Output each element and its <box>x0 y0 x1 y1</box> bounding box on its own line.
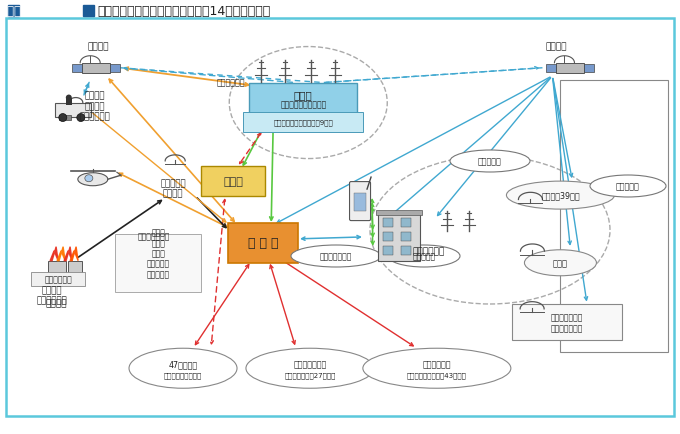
FancyBboxPatch shape <box>250 83 357 121</box>
FancyBboxPatch shape <box>243 112 363 132</box>
Text: （災害対策本部等）: （災害対策本部等） <box>164 371 202 378</box>
Text: 東京災害医療センター等9機関: 東京災害医療センター等9機関 <box>273 119 333 125</box>
Bar <box>547 65 556 72</box>
Text: （内閣府を含め27機関）: （内閣府を含め27機関） <box>284 371 336 378</box>
Polygon shape <box>70 247 78 261</box>
Text: 内 閣 府: 内 閣 府 <box>248 237 278 250</box>
Ellipse shape <box>363 349 511 388</box>
Text: 消防庁
警察庁
防衛庁
海上保安庁
国土交通省: 消防庁 警察庁 防衛庁 海上保安庁 国土交通省 <box>147 228 170 279</box>
Bar <box>72 65 82 72</box>
Bar <box>585 65 594 72</box>
Text: 緊急連絡用回線: 緊急連絡用回線 <box>138 232 170 241</box>
Bar <box>376 210 422 215</box>
Text: 警察庁、
防衛庁等
ヘリコプター: 警察庁、 防衛庁等 ヘリコプター <box>80 92 110 121</box>
Ellipse shape <box>246 349 374 388</box>
Bar <box>66 99 72 105</box>
FancyBboxPatch shape <box>115 234 201 292</box>
FancyBboxPatch shape <box>6 19 674 416</box>
Text: 移動通信系: 移動通信系 <box>478 157 502 166</box>
Bar <box>383 218 393 227</box>
Bar <box>378 214 420 261</box>
FancyBboxPatch shape <box>228 224 298 263</box>
Bar <box>8 6 19 17</box>
Bar <box>401 247 411 255</box>
Ellipse shape <box>78 173 108 186</box>
Text: 災害映像
伝送システム: 災害映像 伝送システム <box>37 285 67 305</box>
Text: 画像伝送回線: 画像伝送回線 <box>217 78 245 87</box>
Ellipse shape <box>507 182 615 210</box>
Ellipse shape <box>450 151 530 173</box>
FancyBboxPatch shape <box>31 272 85 286</box>
Ellipse shape <box>524 250 596 276</box>
Text: 図２－１－３: 図２－１－３ <box>0 5 35 18</box>
Polygon shape <box>50 247 58 261</box>
Bar <box>83 6 94 17</box>
Text: 災害現地: 災害現地 <box>46 299 67 308</box>
Circle shape <box>58 114 67 122</box>
Text: 国土交通省回線: 国土交通省回線 <box>320 252 352 261</box>
Text: 都　庁: 都 庁 <box>223 177 243 187</box>
Text: 通信衛星: 通信衛星 <box>88 42 109 51</box>
Bar <box>556 64 585 74</box>
Bar <box>354 194 366 212</box>
Ellipse shape <box>129 349 237 388</box>
Text: 指定公共機関: 指定公共機関 <box>422 360 451 369</box>
Text: 中央防災無線網通信系統図（平成14年３月現在）: 中央防災無線網通信系統図（平成14年３月現在） <box>97 5 270 18</box>
Text: 衛星通信系: 衛星通信系 <box>616 182 640 191</box>
Bar <box>58 115 71 120</box>
Text: 首都直下型地震
対応衛星地球局: 首都直下型地震 対応衛星地球局 <box>551 313 583 332</box>
Text: 立　川: 立 川 <box>294 90 313 100</box>
Bar <box>82 64 110 74</box>
Bar <box>68 261 82 281</box>
Text: （日本銀行、日赤等43機関）: （日本銀行、日赤等43機関） <box>407 371 466 378</box>
Ellipse shape <box>85 175 93 182</box>
Ellipse shape <box>388 246 460 267</box>
FancyBboxPatch shape <box>350 182 371 221</box>
Circle shape <box>77 114 85 122</box>
FancyBboxPatch shape <box>512 305 622 341</box>
Bar <box>401 232 411 241</box>
Bar <box>55 103 91 117</box>
Text: 警察庁等39機関: 警察庁等39機関 <box>541 191 580 200</box>
Text: 防衛庁: 防衛庁 <box>553 259 568 268</box>
Polygon shape <box>57 247 65 261</box>
Bar <box>383 247 393 255</box>
Ellipse shape <box>590 176 666 197</box>
Text: ヘリ画像等
受信機関: ヘリ画像等 受信機関 <box>160 179 186 198</box>
Text: 通信衛星: 通信衛星 <box>546 42 567 51</box>
Text: 固定通信系: 固定通信系 <box>413 252 436 261</box>
Bar <box>48 261 66 285</box>
Bar <box>383 232 393 241</box>
Circle shape <box>66 95 72 101</box>
Text: 指定行政機関等: 指定行政機関等 <box>293 360 326 369</box>
Text: 47都道府県: 47都道府県 <box>169 360 198 369</box>
Polygon shape <box>64 247 72 261</box>
Ellipse shape <box>291 246 381 267</box>
Bar <box>401 218 411 227</box>
Text: 災害対策本部予備施設: 災害対策本部予備施設 <box>280 100 326 109</box>
Text: 総理大臣官邸: 総理大臣官邸 <box>413 247 445 256</box>
Bar <box>110 65 120 72</box>
FancyBboxPatch shape <box>201 167 265 197</box>
Text: 災害現場撮影: 災害現場撮影 <box>44 275 72 283</box>
